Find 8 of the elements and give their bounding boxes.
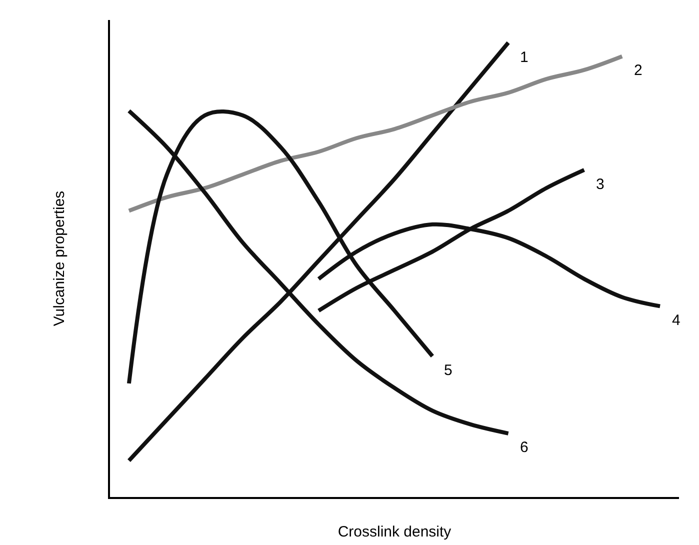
series-label: 3 [596,176,604,193]
series-label: 6 [520,439,528,456]
series-label: 1 [520,49,528,66]
series-label: 5 [444,362,452,379]
x-axis-title: Crosslink density [338,523,452,540]
series-label: 4 [672,312,680,329]
series-label: 2 [634,62,642,79]
y-axis-title: Vulcanize properties [51,190,68,326]
